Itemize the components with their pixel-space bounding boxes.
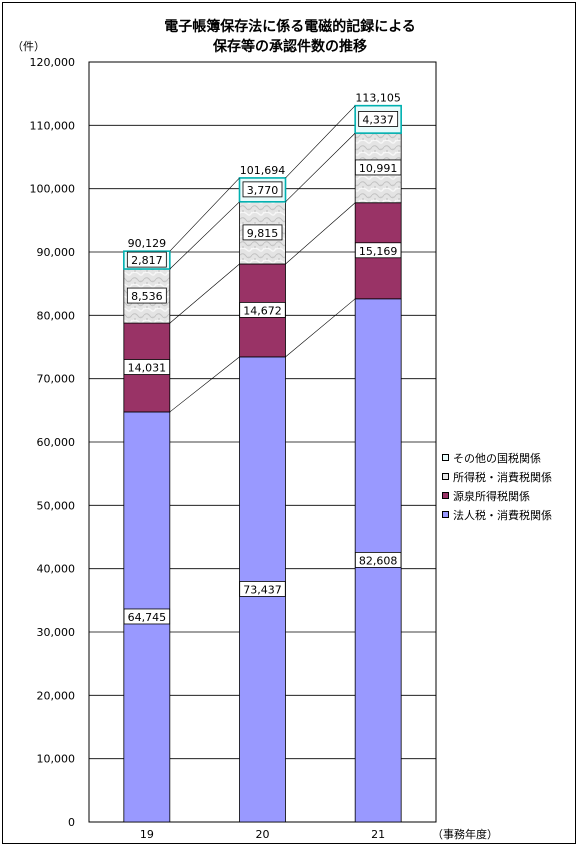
legend-swatch-other [442,454,449,461]
legend-label-income-consumption: 所得税・消費税関係 [453,470,552,484]
legend-item-income-consumption: 所得税・消費税関係 [442,467,552,486]
data-label: 8,536 [131,290,163,303]
y-tick-label: 70,000 [37,373,76,386]
series-connector-line [169,177,240,252]
series-connector-line [285,105,356,179]
y-tick-label: 10,000 [37,753,76,766]
legend-label-other: その他の国税関係 [453,451,541,465]
data-label-box [242,181,283,198]
data-label-box [239,302,286,318]
y-tick-label: 100,000 [30,183,76,196]
series-connector-line [285,132,356,203]
data-label: 14,672 [243,304,282,317]
series-connector-line [169,201,240,270]
legend-item-withholding: 源泉所得税関係 [442,486,552,505]
data-label-box [239,581,286,597]
legend-label-corporate-consumption: 法人税・消費税関係 [453,508,552,522]
series-connector-line [285,202,356,265]
legend-swatch-income-consumption [442,473,449,480]
legend-label-withholding: 源泉所得税関係 [453,489,530,503]
chart-title-line2: 保存等の承認件数の推移 [213,39,367,55]
y-tick-label: 120,000 [30,56,76,69]
legend-swatch-corporate-consumption [442,511,449,518]
data-label-box [123,359,171,375]
data-label-box [242,224,283,241]
legend-item-other: その他の国税関係 [442,448,552,467]
data-label: 2,817 [131,254,163,267]
y-tick-label: 0 [68,816,75,829]
y-tick-label: 110,000 [30,119,76,132]
data-label: 73,437 [243,583,282,596]
x-tick-label: 20 [256,828,270,841]
legend-swatch-withholding [442,492,449,499]
data-label-box [123,608,171,625]
data-label: 14,031 [128,362,167,375]
legend-item-corporate-consumption: 法人税・消費税関係 [442,505,552,524]
y-tick-label: 60,000 [37,436,76,449]
data-label: 15,169 [359,245,398,258]
chart-title-line1: 電子帳簿保存法に係る電磁的記録による [164,19,416,35]
data-label-box [126,251,167,268]
y-axis-unit-label: （件） [12,40,45,53]
x-tick-label: 19 [140,828,154,841]
x-tick-label: 21 [371,828,385,841]
data-label-box [354,242,402,259]
y-tick-label: 90,000 [37,246,76,259]
legend: その他の国税関係 所得税・消費税関係 源泉所得税関係 法人税・消費税関係 [442,448,552,524]
data-label: 4,337 [362,113,394,126]
data-label: 64,745 [128,611,167,624]
y-tick-label: 50,000 [37,499,76,512]
data-label-box [126,287,167,304]
x-axis-unit-label: （事務年度） [432,828,498,841]
data-label: 10,991 [359,162,398,175]
data-label: 82,608 [359,554,398,567]
series-connector-line [285,298,356,358]
y-tick-label: 40,000 [37,563,76,576]
data-label: 3,770 [247,184,279,197]
total-label: 101,694 [240,164,286,177]
total-label: 113,105 [355,92,401,105]
y-tick-label: 80,000 [37,309,76,322]
data-label-box [354,159,402,176]
data-label-box [358,111,399,127]
total-label: 90,129 [128,237,167,250]
y-tick-label: 20,000 [37,689,76,702]
series-connector-line [169,263,240,324]
y-tick-label: 30,000 [37,626,76,639]
series-connector-line [169,356,240,413]
data-label-box [354,552,402,568]
data-label: 9,815 [247,227,279,240]
